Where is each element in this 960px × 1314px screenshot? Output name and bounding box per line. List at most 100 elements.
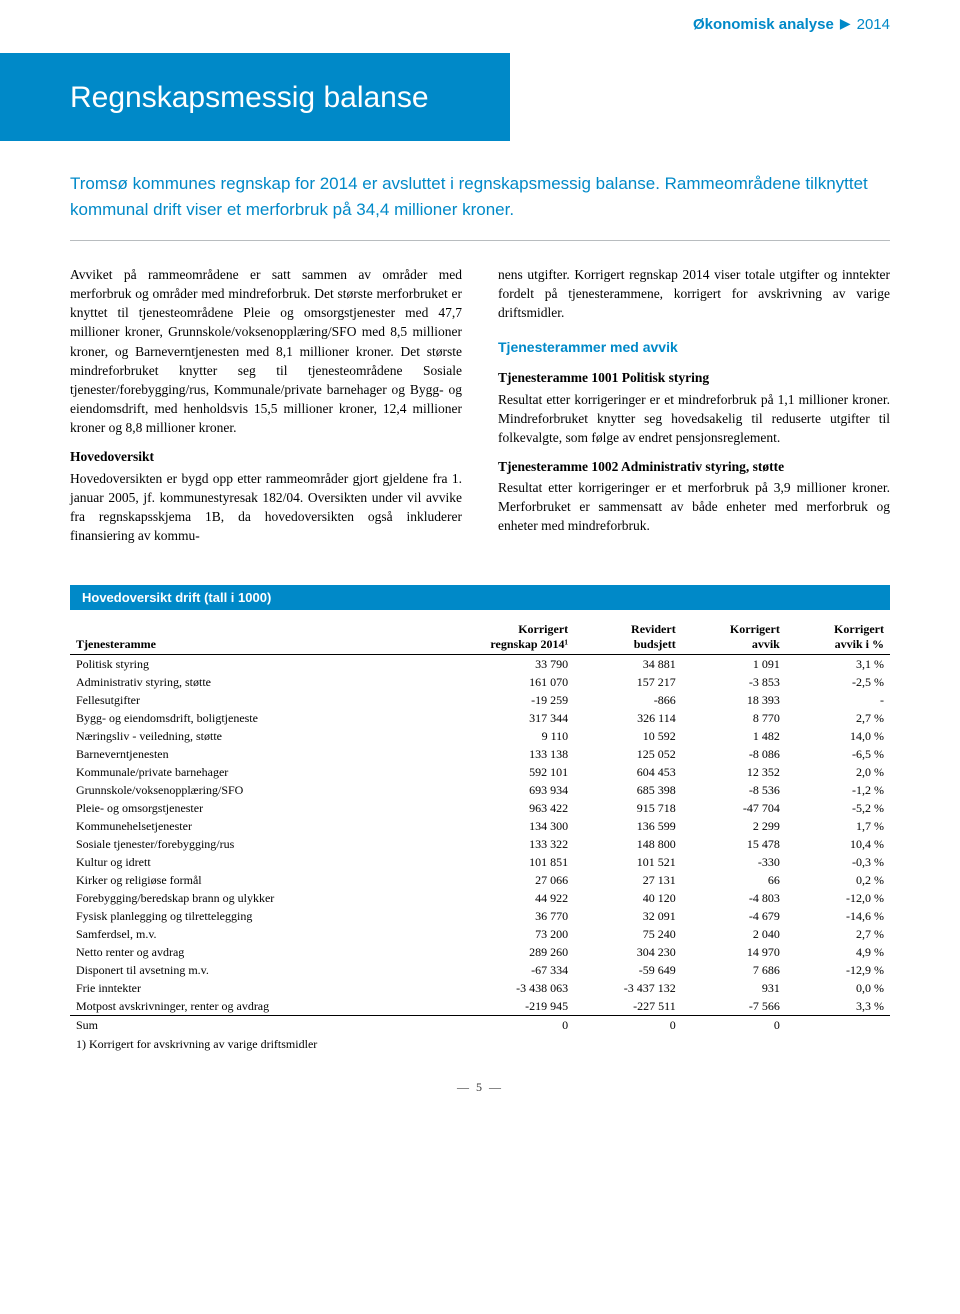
table-cell: 2 040 [682, 925, 786, 943]
table-cell: 44 922 [423, 889, 574, 907]
table-cell: 304 230 [574, 943, 682, 961]
table-cell: 1 482 [682, 727, 786, 745]
table-cell: 0,0 % [786, 979, 890, 997]
table-header-row: Tjenesteramme Korrigertregnskap 2014¹ Re… [70, 620, 890, 655]
table-cell: 161 070 [423, 673, 574, 691]
table-cell: 1 091 [682, 655, 786, 674]
table-cell: -7 566 [682, 997, 786, 1016]
table-section: Hovedoversikt drift (tall i 1000) Tjenes… [70, 585, 890, 1052]
table-cell [786, 1016, 890, 1035]
table-row: Grunnskole/voksenopplæring/SFO693 934685… [70, 781, 890, 799]
col-header: Korrigertregnskap 2014¹ [423, 620, 574, 655]
table-cell: -6,5 % [786, 745, 890, 763]
table-cell: 133 322 [423, 835, 574, 853]
table-cell: 10 592 [574, 727, 682, 745]
table-cell: Fysisk planlegging og tilrettelegging [70, 907, 423, 925]
table-row: Forebygging/beredskap brann og ulykker44… [70, 889, 890, 907]
table-cell: Administrativ styring, støtte [70, 673, 423, 691]
table-cell: Frie inntekter [70, 979, 423, 997]
table-cell: -8 536 [682, 781, 786, 799]
table-cell: 0,2 % [786, 871, 890, 889]
col-header: Korrigertavvik [682, 620, 786, 655]
table-row: Kultur og idrett101 851101 521-330-0,3 % [70, 853, 890, 871]
header-category: Økonomisk analyse [693, 16, 834, 33]
table-cell: 27 131 [574, 871, 682, 889]
body-columns: Avviket på rammeområdene er satt sammen … [70, 265, 890, 555]
table-row: Motpost avskrivninger, renter og avdrag-… [70, 997, 890, 1016]
table-cell: -12,0 % [786, 889, 890, 907]
table-cell: 963 422 [423, 799, 574, 817]
table-cell: 75 240 [574, 925, 682, 943]
table-cell: Barneverntjenesten [70, 745, 423, 763]
table-cell: -8 086 [682, 745, 786, 763]
table-cell: 0 [423, 1016, 574, 1035]
table-row: Barneverntjenesten133 138125 052-8 086-6… [70, 745, 890, 763]
table-row: Næringsliv - veiledning, støtte9 11010 5… [70, 727, 890, 745]
body-subhead: Tjenesteramme 1002 Administrativ styring… [498, 457, 890, 476]
table-cell: 289 260 [423, 943, 574, 961]
table-cell: 4,9 % [786, 943, 890, 961]
body-paragraph: Resultat etter korrigeringer er et mindr… [498, 390, 890, 447]
table-cell: 592 101 [423, 763, 574, 781]
table-cell: Samferdsel, m.v. [70, 925, 423, 943]
table-cell: 317 344 [423, 709, 574, 727]
chevron-right-icon: ▶ [840, 16, 851, 33]
table-cell: 36 770 [423, 907, 574, 925]
table-row: Politisk styring33 79034 8811 0913,1 % [70, 655, 890, 674]
table-cell: -67 334 [423, 961, 574, 979]
body-subhead: Tjenesteramme 1001 Politisk styring [498, 368, 890, 387]
table-cell: Politisk styring [70, 655, 423, 674]
table-footnote: 1) Korrigert for avskrivning av varige d… [70, 1034, 890, 1052]
table-cell: -12,9 % [786, 961, 890, 979]
table-cell: 1,7 % [786, 817, 890, 835]
table-cell: 15 478 [682, 835, 786, 853]
table-cell: -866 [574, 691, 682, 709]
table-cell: -4 803 [682, 889, 786, 907]
table-cell: 14,0 % [786, 727, 890, 745]
table-cell: 9 110 [423, 727, 574, 745]
table-cell: Disponert til avsetning m.v. [70, 961, 423, 979]
table-cell: -47 704 [682, 799, 786, 817]
table-cell: 0 [682, 1016, 786, 1035]
table-row: Bygg- og eiendomsdrift, boligtjeneste317… [70, 709, 890, 727]
body-subhead: Hovedoversikt [70, 447, 462, 466]
table-cell: Bygg- og eiendomsdrift, boligtjeneste [70, 709, 423, 727]
table-row: Frie inntekter-3 438 063-3 437 1329310,0… [70, 979, 890, 997]
table-cell: 7 686 [682, 961, 786, 979]
table-row: Netto renter og avdrag289 260304 23014 9… [70, 943, 890, 961]
table-cell: Kommunehelsetjenester [70, 817, 423, 835]
table-cell: 136 599 [574, 817, 682, 835]
data-table: Tjenesteramme Korrigertregnskap 2014¹ Re… [70, 620, 890, 1034]
table-cell: Kultur og idrett [70, 853, 423, 871]
table-cell: -219 945 [423, 997, 574, 1016]
table-row: Kirker og religiøse formål27 06627 13166… [70, 871, 890, 889]
body-paragraph: Resultat etter korrigeringer er et merfo… [498, 478, 890, 535]
table-title: Hovedoversikt drift (tall i 1000) [70, 585, 890, 610]
table-body: Politisk styring33 79034 8811 0913,1 %Ad… [70, 655, 890, 1035]
table-cell: -59 649 [574, 961, 682, 979]
table-cell: 931 [682, 979, 786, 997]
table-cell: Netto renter og avdrag [70, 943, 423, 961]
table-cell: 3,1 % [786, 655, 890, 674]
table-cell: -0,3 % [786, 853, 890, 871]
col-header: Korrigertavvik i % [786, 620, 890, 655]
table-cell: - [786, 691, 890, 709]
table-cell: -227 511 [574, 997, 682, 1016]
table-cell: 34 881 [574, 655, 682, 674]
table-row: Samferdsel, m.v.73 20075 2402 0402,7 % [70, 925, 890, 943]
table-row: Sosiale tjenester/forebygging/rus133 322… [70, 835, 890, 853]
table-cell: 134 300 [423, 817, 574, 835]
table-cell: -3 853 [682, 673, 786, 691]
table-cell: 148 800 [574, 835, 682, 853]
body-paragraph: Hovedoversikten er bygd opp etter rammeo… [70, 469, 462, 546]
table-cell: Kirker og religiøse formål [70, 871, 423, 889]
table-cell: Pleie- og omsorgstjenester [70, 799, 423, 817]
table-row: Fysisk planlegging og tilrettelegging36 … [70, 907, 890, 925]
table-cell: Sum [70, 1016, 423, 1035]
col-header: Tjenesteramme [70, 620, 423, 655]
table-cell: -5,2 % [786, 799, 890, 817]
header-year: 2014 [857, 16, 890, 33]
table-cell: -2,5 % [786, 673, 890, 691]
table-cell: Sosiale tjenester/forebygging/rus [70, 835, 423, 853]
table-row: Disponert til avsetning m.v.-67 334-59 6… [70, 961, 890, 979]
